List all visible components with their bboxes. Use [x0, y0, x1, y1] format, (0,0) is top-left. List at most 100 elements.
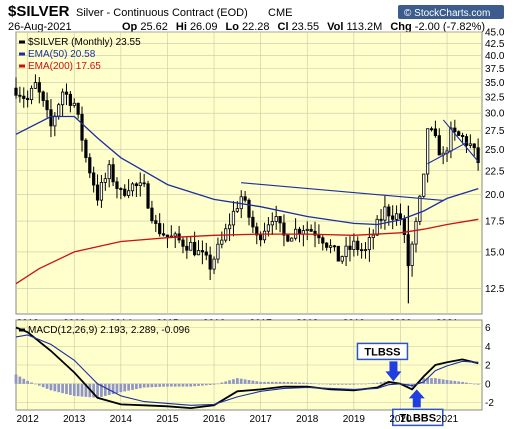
trendline — [442, 119, 479, 162]
trendline — [241, 182, 444, 201]
macd-hist-bar — [84, 383, 88, 397]
macd-hist-bar — [247, 380, 251, 384]
macd-hist-bar — [375, 382, 379, 384]
macd-panel: -2 0 2 4 6 TLBSS TLBBS MACD(12,26,9) 2.193, 2… — [14, 319, 494, 427]
candle — [348, 236, 352, 262]
price-y-tick: 30.0 — [485, 109, 505, 120]
macd-hist-bar — [430, 378, 433, 384]
candle — [418, 194, 422, 226]
candle — [282, 214, 286, 247]
candle — [363, 242, 368, 259]
candle — [278, 216, 282, 233]
macd-hist-bar — [294, 382, 297, 384]
candle — [95, 174, 100, 206]
macd-hist-bar — [259, 381, 263, 384]
trendlines — [241, 119, 479, 201]
macd-hist-bar — [243, 379, 247, 384]
macd-hist-bar — [329, 383, 332, 385]
candle — [332, 244, 337, 252]
candle — [352, 233, 356, 257]
macd-hist-bar — [34, 383, 37, 385]
macd-hist-bar — [216, 383, 220, 385]
macd-hist-bar — [65, 383, 68, 395]
candle — [344, 237, 348, 266]
annotation-label: TLBSS — [364, 346, 400, 358]
candle — [88, 153, 92, 179]
candle — [103, 172, 107, 191]
macd-hist-bar — [364, 383, 367, 385]
price-y-tick: 42.5 — [485, 39, 505, 50]
candle — [414, 217, 418, 253]
macd-hist-bar — [61, 383, 64, 394]
candle — [468, 134, 472, 149]
candle — [123, 184, 127, 198]
macd-hist-bar — [278, 381, 282, 384]
macd-hist-bar — [111, 383, 115, 395]
macd-hist-bar — [135, 383, 138, 390]
svg-text:MACD(12,26,9) 2.193, 2.289, -0: MACD(12,26,9) 2.193, 2.289, -0.096 — [28, 325, 190, 336]
annotation-label: TLBBS — [399, 412, 436, 424]
macd-hist-bar — [336, 383, 340, 385]
macd-hist-bar — [138, 383, 142, 389]
macd-hist-bar — [158, 383, 162, 387]
brand-label: © StockCharts.com — [404, 8, 490, 19]
macd-hist-bar — [208, 383, 212, 385]
ema-lines — [15, 115, 479, 285]
macd-y-axis: -2 0 2 4 6 — [485, 323, 494, 409]
macd-hist-bar — [453, 380, 457, 384]
candle — [255, 222, 259, 245]
macd-hist-bar — [325, 383, 329, 385]
macd-hist-bar — [162, 383, 165, 387]
macd-hist-bar — [212, 383, 216, 385]
candle — [286, 233, 290, 243]
contract-name: Silver - Continuous Contract (EOD) — [76, 7, 248, 19]
price-y-tick: 15.0 — [485, 247, 505, 258]
candle — [231, 201, 236, 237]
macd-hist-bar — [115, 383, 119, 394]
macd-hist-bar — [103, 383, 107, 396]
candle — [150, 200, 154, 224]
macd-hist-bar — [18, 376, 22, 384]
macd-hist-bar — [441, 379, 445, 384]
candle — [453, 119, 457, 141]
candle — [72, 98, 76, 108]
candle — [460, 132, 465, 144]
macd-hist-bar — [302, 382, 305, 384]
candle — [138, 172, 142, 197]
trendline — [427, 141, 469, 165]
macd-hist-bar — [69, 383, 72, 395]
macd-y-tick: 2 — [485, 361, 491, 372]
candle — [181, 237, 185, 254]
candle — [375, 215, 379, 237]
macd-hist-bar — [360, 383, 363, 385]
candle — [68, 91, 72, 113]
candle — [464, 133, 469, 153]
macd-hist-bar — [437, 378, 441, 384]
macd-x-tick: 2020 — [389, 414, 412, 425]
macd-hist-bar — [235, 378, 239, 384]
price-legend-entry: EMA(50) 20.58 — [19, 49, 96, 60]
macd-hist-bar — [185, 383, 189, 387]
macd-legend: MACD(12,26,9) 2.193, 2.289, -0.096 — [19, 325, 190, 336]
price-y-tick: 35.0 — [485, 78, 505, 89]
candle — [336, 245, 340, 262]
candle — [60, 88, 65, 117]
macd-hist-bar — [131, 383, 134, 390]
macd-hist-bar — [154, 383, 158, 388]
macd-hist-bar — [150, 383, 154, 388]
candle — [115, 177, 119, 199]
candle — [328, 239, 333, 254]
price-y-tick: 45.0 — [485, 28, 505, 39]
macd-hist-bar — [472, 383, 476, 385]
macd-hist-bar — [177, 383, 181, 387]
candle — [340, 255, 344, 264]
candle — [270, 212, 274, 235]
price-legend-entry: $SILVER (Monthly) 23.55 — [19, 37, 141, 48]
macd-hist-bar — [422, 378, 426, 384]
candle — [426, 128, 430, 183]
macd-hist-bar — [445, 380, 449, 384]
candle — [142, 173, 146, 188]
candle — [371, 229, 375, 250]
price-y-tick: 17.5 — [485, 217, 505, 228]
candle — [367, 227, 371, 262]
